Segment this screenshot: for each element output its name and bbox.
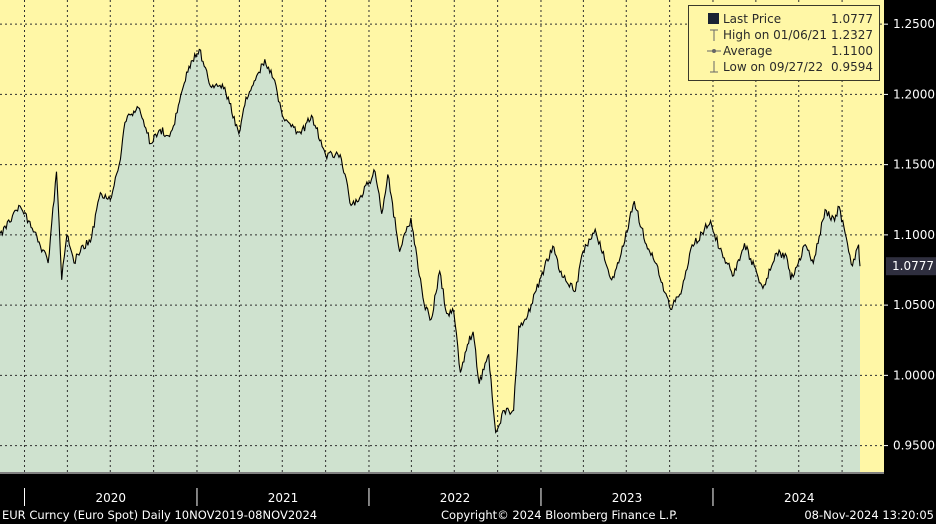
filled-square-icon	[708, 13, 719, 24]
footer-security-info: EUR Curncy (Euro Spot) Daily 10NOV2019-0…	[2, 508, 318, 522]
y-tick-label: 1.1000	[893, 228, 935, 242]
price-line	[0, 48, 861, 434]
y-tick-label: 1.0000	[893, 368, 935, 382]
y-tick-label: 1.0500	[893, 298, 935, 312]
legend-item-average: Average 1.1100	[689, 43, 879, 59]
y-tick-label: 0.9500	[893, 439, 935, 453]
legend-label: Last Price	[723, 12, 782, 26]
y-tick-label: 1.1500	[893, 158, 935, 172]
y-tick-label: 1.2500	[893, 17, 935, 31]
x-year-label: 2022	[440, 491, 471, 505]
legend-value: 1.1100	[831, 44, 873, 58]
footer-timestamp: 08-Nov-2024 13:20:05	[804, 508, 934, 522]
x-year-label: 2021	[268, 491, 299, 505]
price-area	[0, 49, 860, 473]
high-marker-icon	[710, 29, 718, 41]
legend-value: 0.9594	[831, 60, 873, 74]
legend: Last Price 1.0777 High on 01/06/21 1.232…	[688, 5, 880, 81]
legend-item-low: Low on 09/27/22 0.9594	[689, 59, 879, 75]
x-year-label: 2024	[784, 491, 815, 505]
legend-item-high: High on 01/06/21 1.2327	[689, 27, 879, 43]
legend-value: 1.2327	[831, 28, 873, 42]
legend-label: Low on 09/27/22	[723, 60, 824, 74]
x-year-label: 2023	[612, 491, 643, 505]
low-marker-icon	[710, 61, 718, 73]
last-price-badge	[886, 257, 936, 276]
last-price-badge-label: 1.0777	[892, 259, 934, 273]
legend-label: High on 01/06/21	[723, 28, 828, 42]
x-year-label: 2020	[95, 491, 126, 505]
legend-value: 1.0777	[831, 12, 873, 26]
legend-item-last-price: Last Price 1.0777	[689, 11, 879, 27]
footer: EUR Curncy (Euro Spot) Daily 10NOV2019-0…	[0, 507, 936, 524]
average-marker-icon	[707, 49, 721, 53]
y-tick-label: 1.2000	[893, 87, 935, 101]
footer-copyright: Copyright© 2024 Bloomberg Finance L.P.	[441, 508, 678, 522]
legend-label: Average	[723, 44, 773, 58]
